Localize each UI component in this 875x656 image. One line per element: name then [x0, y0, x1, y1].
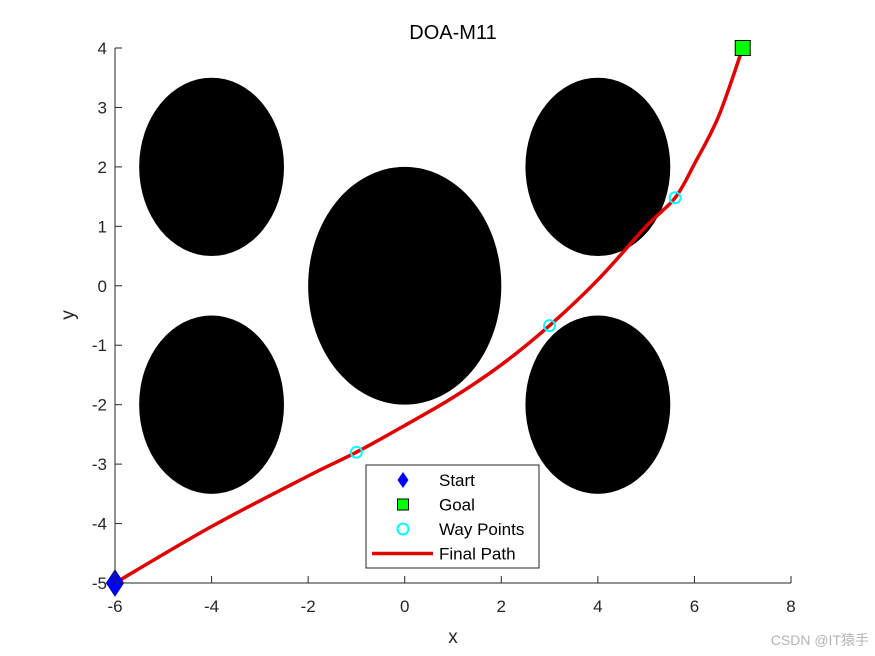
- waypoint-marker-3: [668, 191, 682, 205]
- obstacle-2: [139, 315, 284, 494]
- legend-label: Final Path: [439, 545, 516, 564]
- y-tick-label: 4: [98, 39, 107, 58]
- obstacles: [139, 77, 671, 494]
- x-axis-label: x: [448, 627, 458, 648]
- obstacle-3: [308, 166, 502, 405]
- legend-box: [365, 464, 540, 569]
- y-tick-label: -2: [92, 396, 107, 415]
- y-tick-label: 0: [98, 277, 107, 296]
- x-tick-label: -6: [107, 597, 122, 616]
- x-tick-label: 6: [690, 597, 699, 616]
- x-tick-label: 4: [593, 597, 602, 616]
- legend-label: Goal: [439, 496, 475, 515]
- goal-marker: [734, 40, 751, 56]
- y-tick-label: -1: [92, 336, 107, 355]
- chart-title: DOA-M11: [409, 22, 496, 44]
- x-tick-label: -2: [301, 597, 316, 616]
- waypoint-marker-2: [543, 319, 557, 333]
- legend-waypoints-symbol: [396, 522, 410, 536]
- x-tick-label: 0: [400, 597, 409, 616]
- obstacle-4: [525, 77, 671, 257]
- legend: Start Goal Way Points Final Path: [365, 464, 540, 569]
- y-tick-label: -5: [92, 574, 107, 593]
- final-path-line: [114, 47, 745, 585]
- waypoint-marker-1: [349, 445, 363, 459]
- y-axis-label: y: [58, 310, 79, 320]
- legend-goal-symbol: [397, 498, 409, 511]
- watermark: CSDN @IT猿手: [770, 632, 869, 648]
- y-tick-label: 1: [98, 217, 107, 236]
- y-tick-label: 2: [98, 158, 107, 177]
- axes: -6 -4 -2 0 2 4 6 8 -5 -4 -3 -2 -1 0 1 2 3 4: [92, 39, 796, 616]
- obstacle-5: [525, 315, 671, 494]
- legend-label: Start: [439, 471, 475, 490]
- y-tick-label: -3: [92, 455, 107, 474]
- x-tick-label: 2: [497, 597, 506, 616]
- legend-label: Way Points: [439, 520, 524, 539]
- legend-start-symbol: [397, 472, 409, 488]
- y-tick-label: 3: [98, 98, 107, 117]
- obstacle-1: [139, 77, 284, 257]
- y-tick-label: -4: [92, 515, 107, 534]
- x-tick-label: 8: [786, 597, 795, 616]
- final-path-layer: [114, 47, 745, 585]
- x-tick-label: -4: [204, 597, 219, 616]
